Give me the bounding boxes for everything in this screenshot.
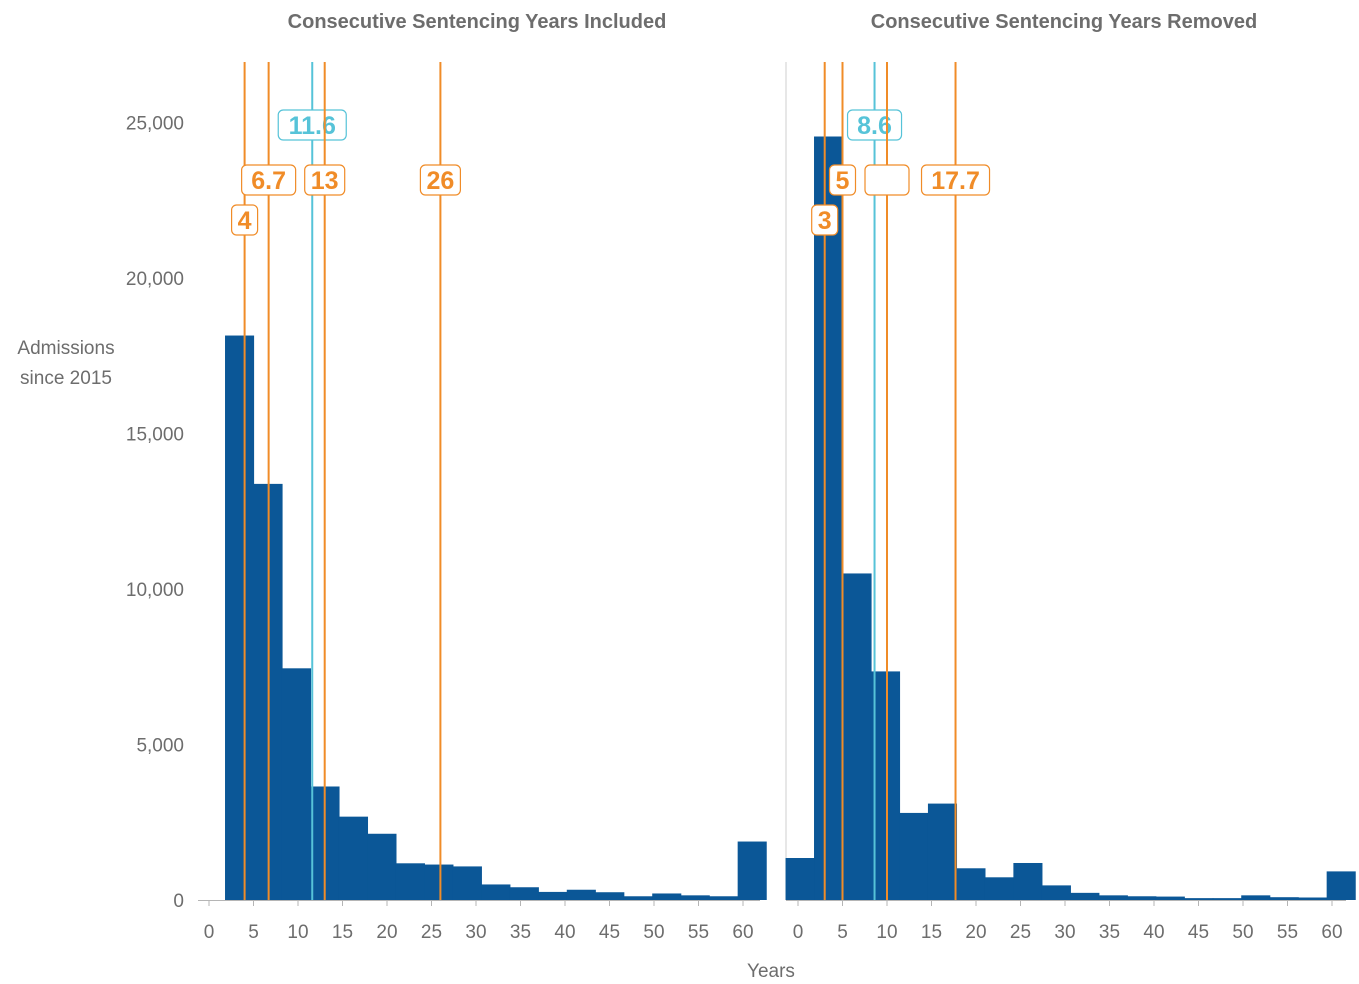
- histogram-bar: [1298, 897, 1328, 900]
- histogram-bar: [1326, 871, 1356, 900]
- histogram-bar: [652, 893, 682, 900]
- x-tick-label: 30: [465, 922, 486, 943]
- chart-panels: Consecutive Sentencing Years Included 0 5 1…: [198, 11, 1356, 943]
- x-tick-label: 50: [643, 922, 664, 943]
- x-tick-label: 20: [376, 922, 397, 943]
- y-tick-label: 25,000: [126, 114, 184, 135]
- marker-label: 4: [238, 207, 252, 235]
- x-tick-label: 0: [793, 922, 804, 943]
- marker-label: 13: [311, 167, 339, 195]
- histogram-bar: [395, 863, 425, 900]
- histogram-bar: [680, 895, 710, 900]
- y-tick-label: 5,000: [136, 736, 184, 757]
- x-tick-label: 55: [1277, 922, 1298, 943]
- histogram-bar: [927, 803, 958, 900]
- marker-label-box: [241, 164, 297, 196]
- x-tick-label: 15: [921, 922, 942, 943]
- histogram-bar: [870, 671, 901, 900]
- y-axis-ticks: 0 5,000 10,000 15,000 20,000 25,000: [126, 114, 184, 913]
- chart-panel: Consecutive Sentencing Years Removed 0 5 10…: [785, 11, 1356, 943]
- histogram-bar: [1212, 898, 1242, 900]
- histogram-bar: [1269, 897, 1299, 900]
- histogram-bar: [984, 877, 1014, 900]
- histogram-bar: [842, 573, 872, 900]
- histogram-bar: [509, 887, 539, 900]
- histogram-bar: [1041, 885, 1071, 900]
- marker-label: 17.7: [931, 167, 980, 195]
- x-tick-label: 35: [1099, 922, 1120, 943]
- panel-title: Consecutive Sentencing Years Included: [288, 11, 667, 33]
- marker-label: 5: [836, 167, 850, 195]
- histogram-bar: [424, 864, 454, 900]
- histogram-bar: [623, 896, 653, 900]
- x-tick-label: 0: [204, 922, 215, 943]
- marker-label-box: [304, 164, 346, 196]
- x-tick-label: 60: [1321, 922, 1342, 943]
- histogram-bar: [956, 868, 986, 900]
- chart-panel: Consecutive Sentencing Years Included 0 5 1…: [198, 11, 767, 943]
- histogram-bar: [566, 889, 596, 900]
- histogram-bar: [595, 892, 625, 900]
- x-tick-label: 40: [554, 922, 575, 943]
- y-tick-label: 10,000: [126, 580, 184, 601]
- histogram-bar: [281, 668, 312, 900]
- histogram-bar: [1155, 896, 1185, 900]
- histogram-bar: [785, 858, 815, 900]
- x-tick-label: 60: [732, 922, 753, 943]
- histogram-bar: [225, 335, 255, 900]
- y-tick-label: 15,000: [126, 425, 184, 446]
- y-axis-label-line-1: Admissions: [17, 338, 114, 359]
- marker-label-box: [419, 164, 461, 196]
- x-axis-label: Years: [747, 961, 795, 982]
- x-tick-label: 45: [599, 922, 620, 943]
- x-tick-label: 25: [1010, 922, 1031, 943]
- marker-label-box: [846, 109, 903, 141]
- marker-label-box: [864, 164, 910, 196]
- histogram-bar: [367, 833, 397, 900]
- marker-label: 11.6: [289, 112, 336, 140]
- x-tick-label: 5: [837, 922, 848, 943]
- x-tick-label: 20: [965, 922, 986, 943]
- x-tick-label: 10: [287, 922, 308, 943]
- marker-label: 26: [426, 167, 454, 195]
- x-tick-label: 50: [1232, 922, 1253, 943]
- histogram-bar: [814, 136, 844, 900]
- x-tick-label: 15: [332, 922, 353, 943]
- histogram-bar: [737, 841, 767, 900]
- marker-label: 6.7: [251, 167, 286, 195]
- x-tick-label: 45: [1188, 922, 1209, 943]
- y-tick-label: 0: [173, 891, 184, 912]
- x-tick-label: 5: [248, 922, 259, 943]
- x-tick-label: 35: [510, 922, 531, 943]
- x-tick-label: 40: [1143, 922, 1164, 943]
- histogram-bar: [1127, 896, 1157, 900]
- histogram-bar: [338, 816, 369, 900]
- x-tick-label: 10: [876, 922, 897, 943]
- histogram-bar: [481, 884, 511, 900]
- y-tick-label: 20,000: [126, 269, 184, 290]
- marker-label-box: [920, 164, 991, 196]
- histogram-bar: [1241, 895, 1271, 900]
- histogram-bar: [452, 866, 482, 900]
- marker-label-box: [231, 204, 259, 236]
- histogram-bar: [1184, 898, 1214, 900]
- histogram-bar: [899, 812, 929, 900]
- panel-title: Consecutive Sentencing Years Removed: [871, 11, 1257, 33]
- x-tick-label: 30: [1054, 922, 1075, 943]
- histogram-bar: [538, 891, 568, 900]
- y-axis-label-line-2: since 2015: [20, 368, 112, 389]
- marker-label-box: [811, 204, 839, 236]
- x-tick-label: 55: [688, 922, 709, 943]
- histogram-bar: [1070, 892, 1100, 900]
- histogram-bar: [1098, 895, 1128, 900]
- marker-label-box: [828, 164, 857, 196]
- histogram-bar: [1013, 862, 1043, 900]
- x-tick-label: 25: [421, 922, 442, 943]
- marker-label-box: [277, 109, 347, 141]
- marker-label: 3: [818, 207, 832, 235]
- histogram-bar: [709, 896, 739, 900]
